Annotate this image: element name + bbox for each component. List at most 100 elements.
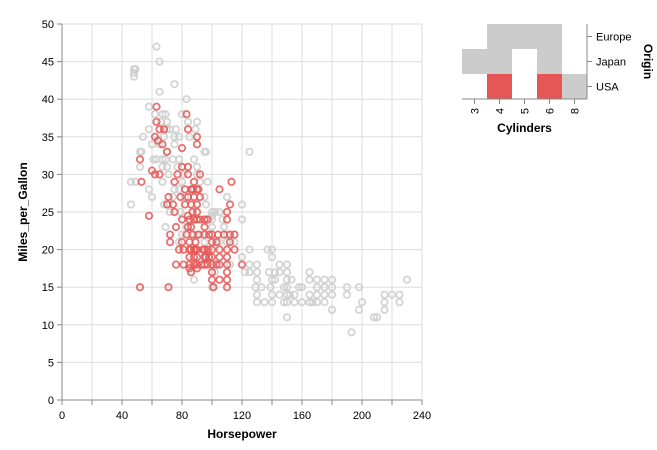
- scatter-point-unselected: [225, 260, 235, 269]
- scatter-point-selected: [203, 215, 212, 224]
- scatter-point-selected: [183, 170, 193, 179]
- heatmap-cell-selected[interactable]: [537, 74, 562, 99]
- scatter-point-unselected: [155, 57, 164, 66]
- heatmap-x-tick-label: 3: [470, 108, 482, 114]
- scatter-point-selected: [225, 230, 235, 239]
- scatter-point-selected: [155, 125, 164, 134]
- y-tick-label: 50: [42, 19, 54, 31]
- scatter-point-unselected: [267, 290, 277, 299]
- heatmap-cell-unselected[interactable]: [537, 24, 562, 49]
- scatter-point-selected: [164, 283, 173, 292]
- scatter-point-selected: [183, 125, 193, 134]
- scatter-point-unselected: [207, 207, 217, 217]
- scatter-point-unselected: [144, 102, 154, 111]
- y-axis-title: Miles_per_Gallon: [16, 162, 30, 261]
- scatter-point-selected: [183, 222, 193, 232]
- scatter-point-unselected: [152, 42, 161, 51]
- scatter-point-selected: [170, 207, 179, 217]
- scatter-point-unselected: [327, 275, 337, 284]
- heatmap-x-axis-title: Cylinders: [497, 121, 552, 135]
- scatter-point-unselected: [237, 200, 247, 209]
- scatter-point-unselected: [297, 298, 307, 307]
- scatter-point-unselected: [252, 275, 262, 284]
- scatter-point-unselected: [126, 200, 136, 209]
- scatter-point-unselected: [150, 110, 160, 119]
- scatter-point-unselected: [267, 253, 277, 262]
- scatter-point-unselected: [342, 290, 352, 299]
- heatmap-cell-unselected[interactable]: [462, 49, 487, 74]
- heatmap-cell-unselected[interactable]: [562, 74, 587, 99]
- scatter-point-unselected: [207, 222, 217, 232]
- scatter-point-unselected: [252, 268, 262, 277]
- heatmap-x-tick-label: 4: [495, 108, 507, 114]
- scatter-point-selected: [222, 275, 232, 284]
- scatter-point-selected: [158, 140, 167, 149]
- scatter-point-unselected: [305, 268, 314, 277]
- scatter-point-selected: [195, 170, 205, 179]
- scatter-point-selected: [222, 268, 232, 277]
- scatter-point-unselected: [287, 275, 296, 284]
- heatmap-y-axis-title: Origin: [641, 44, 655, 79]
- scatter-point-unselected: [177, 110, 187, 119]
- scatter-point-selected: [222, 260, 232, 269]
- scatter-point-unselected: [162, 117, 172, 126]
- scatter-point-selected: [200, 260, 209, 269]
- scatter-point-selected: [222, 283, 232, 292]
- scatter-point-selected: [230, 245, 239, 254]
- scatter-point-selected: [189, 253, 199, 262]
- scatter-point-selected: [209, 283, 218, 292]
- scatter-point-selected: [222, 207, 232, 217]
- scatter-point-unselected: [129, 72, 139, 81]
- scatter-point-unselected: [162, 125, 172, 134]
- scatter-point-unselected: [135, 162, 145, 171]
- scatter-point-unselected: [177, 230, 187, 239]
- scatter-point-unselected: [263, 245, 272, 254]
- scatter-point-unselected: [275, 260, 284, 269]
- scatter-point-unselected: [267, 245, 277, 254]
- scatter-point-selected: [192, 207, 202, 217]
- scatter-point-unselected: [200, 238, 209, 247]
- heatmap-cell-unselected[interactable]: [487, 24, 512, 49]
- y-tick-label: 5: [48, 357, 54, 369]
- scatter-point-unselected: [380, 290, 389, 299]
- scatter-point-unselected: [168, 192, 178, 202]
- y-tick-label: 30: [42, 169, 54, 181]
- scatter-point-unselected: [174, 155, 184, 164]
- scatter-point-selected: [212, 260, 221, 269]
- scatter-point-selected: [174, 245, 184, 254]
- scatter-point-unselected: [201, 200, 211, 209]
- scatter-point-unselected: [312, 275, 322, 284]
- scatter-point-selected: [203, 260, 212, 269]
- scatter-point-selected: [164, 192, 173, 202]
- scatter-point-unselected: [282, 298, 292, 307]
- scatter-point-selected: [192, 200, 202, 209]
- scatter-point-selected: [215, 275, 224, 284]
- scatter-point-selected: [237, 260, 247, 269]
- scatter-point-selected: [192, 260, 202, 269]
- scatter-point-unselected: [158, 162, 167, 171]
- scatter-point-unselected: [159, 200, 169, 209]
- scatter-point-selected: [204, 253, 214, 262]
- heatmap-selector[interactable]: 3 4 5 6 8 Europe Japan USA Cylinders Origin: [462, 24, 655, 135]
- scatter-point-unselected: [305, 298, 314, 307]
- scatter-point-selected: [225, 200, 235, 209]
- heatmap-cell-selected[interactable]: [487, 74, 512, 99]
- scatter-point-selected: [159, 125, 169, 134]
- scatter-point-unselected: [320, 283, 329, 292]
- scatter-point-unselected: [180, 192, 190, 202]
- scatter-point-unselected: [192, 170, 202, 179]
- heatmap-cell-unselected[interactable]: [537, 49, 562, 74]
- scatter-point-unselected: [159, 132, 169, 141]
- scatter-point-selected: [135, 283, 145, 292]
- scatter-point-unselected: [354, 283, 364, 292]
- heatmap-cell-unselected[interactable]: [487, 49, 512, 74]
- scatter-points: [126, 42, 412, 337]
- scatter-point-unselected: [282, 313, 292, 322]
- scatter-point-selected: [144, 211, 154, 220]
- scatter-point-unselected: [320, 290, 329, 299]
- heatmap-cell-unselected[interactable]: [512, 24, 537, 49]
- scatter-point-unselected: [245, 147, 254, 156]
- scatter-plot[interactable]: 0 40 80 120 160 200 240 0 5 10 15 20 25 30 35 40 45 50 Ho…: [16, 19, 431, 441]
- scatter-point-unselected: [174, 132, 184, 141]
- scatter-point-unselected: [170, 140, 179, 149]
